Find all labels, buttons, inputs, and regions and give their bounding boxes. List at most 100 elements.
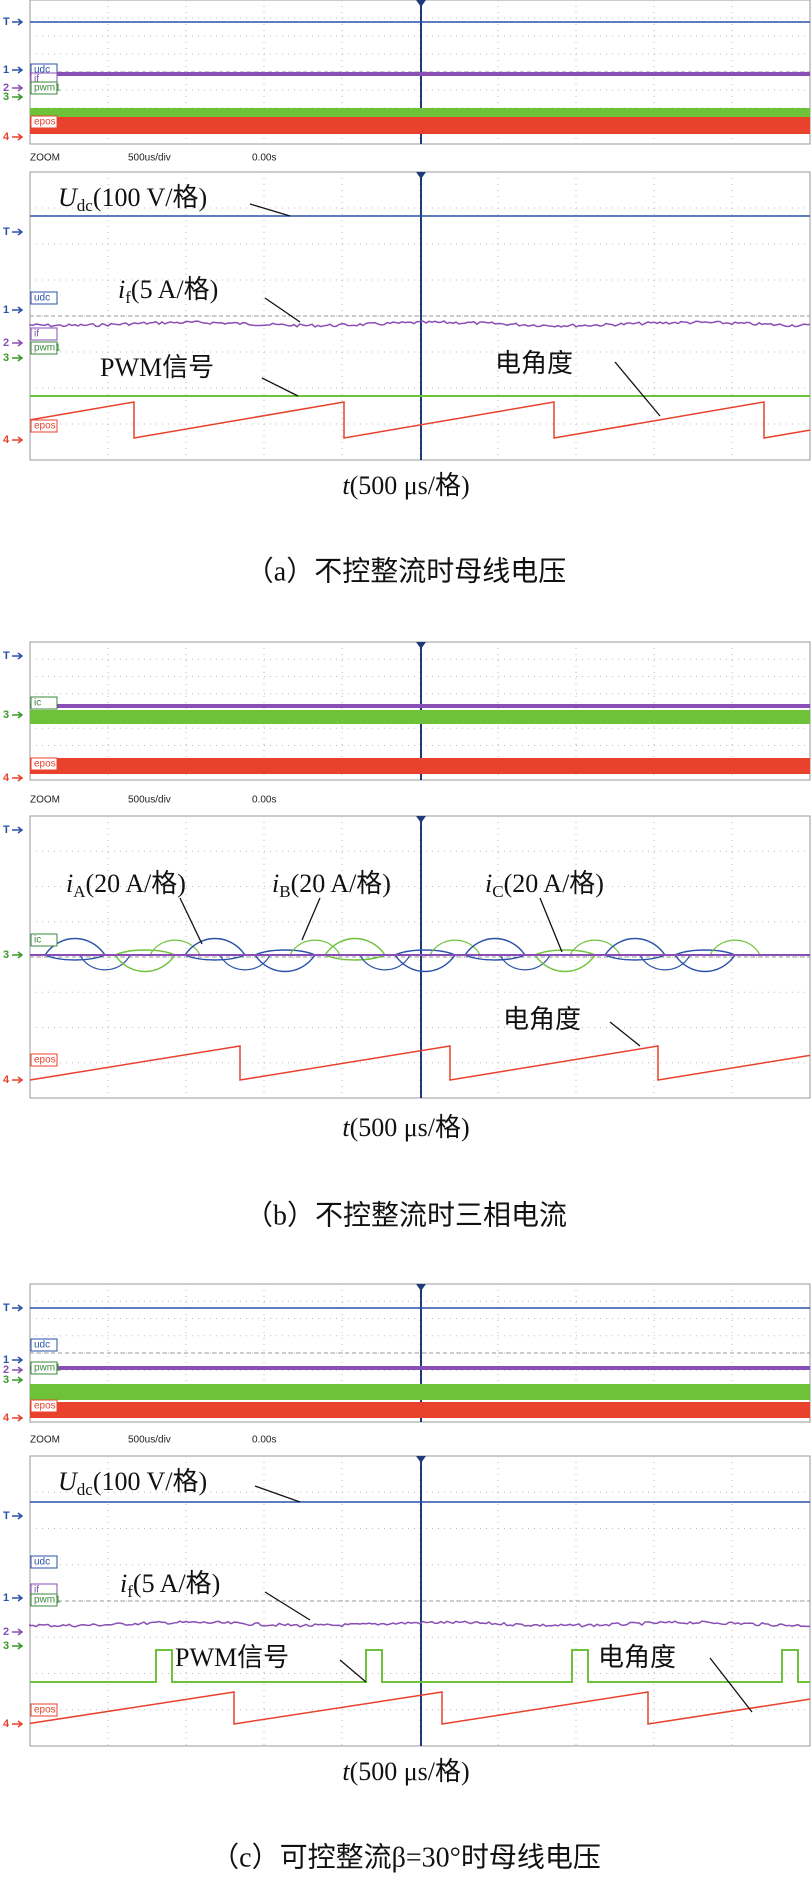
zoom-bar-text: 0.00s [252,153,276,164]
channel-marker: 4 [3,1412,10,1424]
channel-tag: ic [34,698,41,709]
channel-marker: 2 [3,337,9,349]
trace [289,939,341,956]
zoom-bar-text: ZOOM [30,795,60,806]
symbol: t [342,471,350,500]
channel-tag: udc [34,65,50,76]
channel-tag-box [30,341,58,355]
cursor-head [416,816,426,823]
annotation: t(500 μs/格) [342,1113,469,1142]
channel-tag-box [30,419,58,433]
annotation: if(5 A/格) [118,275,218,307]
channel-tag: epos [34,1705,56,1716]
subscript: f [127,1582,133,1601]
annotation: 电角度 [503,1005,581,1034]
marker-arrow [12,826,24,834]
trace [29,1691,811,1725]
channel-tag-box [30,1593,58,1607]
subscript: dc [77,196,94,215]
trace [29,1620,811,1628]
leader-line [301,897,321,941]
zoom-bar-text: 0.00s [252,795,276,806]
channel-tag-box [30,933,58,947]
marker-arrow [12,1414,24,1422]
annotation: if(5 A/格) [120,1569,220,1601]
leader-line [339,1659,367,1683]
channel-marker: 2 [3,1626,9,1638]
annotation: Udc(100 V/格) [58,183,207,215]
channel-marker: T [3,16,10,28]
annotation-text: PWM信号 [175,1643,289,1672]
symbol: U [58,1467,79,1496]
channel-tag: udc [34,1557,50,1568]
symbol: i [485,869,492,898]
annotation-text: (500 μs/格) [350,1757,470,1786]
marker-arrow [12,93,24,101]
subscript: f [125,288,131,307]
channel-tag: epos [34,759,56,770]
annotation-text: 电角度 [598,1643,676,1672]
channel-tag-box [30,1399,58,1413]
channel-marker: 3 [3,949,9,961]
annotation: 电角度 [598,1643,676,1672]
trace [79,954,131,971]
trace [674,949,737,973]
marker-arrow [12,1628,24,1636]
trace [429,939,481,956]
caption: （b）不控整流时三相电流 [245,1199,567,1231]
annotation-text: PWM信号 [100,353,214,382]
marker-arrow [12,1356,24,1364]
channel-tag-box [30,291,58,305]
channel-tag: if [34,74,39,85]
channel-marker: T [3,1302,10,1314]
channel-tag-box [30,1555,58,1569]
channel-marker: 4 [3,1074,10,1086]
annotation: t(500 μs/格) [342,1757,469,1786]
channel-tag-box [30,81,58,95]
channel-marker: 4 [3,772,10,784]
marker-arrow [12,84,24,92]
noise-band [30,1402,810,1418]
annotation: iC(20 A/格) [485,869,604,901]
marker-arrow [12,1720,24,1728]
channel-tag: epos [34,117,56,128]
channel-tag: pwm1 [34,343,61,354]
channel-marker: 1 [3,1354,9,1366]
trace [29,320,811,328]
annotation-text: (5 A/格) [131,275,218,304]
channel-tag-box [30,1361,58,1375]
channel-marker: 2 [3,1364,9,1376]
subscript: dc [77,1480,94,1499]
marker-arrow [12,951,24,959]
cursor-head [416,1456,426,1463]
channel-tag: ic [34,935,41,946]
marker-arrow [12,1512,24,1520]
channel-tag-box [30,757,58,771]
trace [569,939,621,956]
zoom-bar-text: 0.00s [252,1435,276,1446]
channel-tag-box [30,115,58,129]
marker-arrow [12,1376,24,1384]
zoom-bar-text: ZOOM [30,1435,60,1446]
leader-line [249,203,291,217]
marker-arrow [12,18,24,26]
channel-tag-box [30,1053,58,1067]
annotation: iA(20 A/格) [66,869,186,901]
channel-tag: pwm1 [34,83,61,94]
subscript: B [279,882,290,901]
subscript: A [73,882,86,901]
leader-line [539,897,563,953]
noise-band [30,1384,810,1400]
annotation-text: (500 μs/格) [350,1113,470,1142]
channel-marker: 3 [3,91,9,103]
leader-line [261,377,299,397]
trace [114,949,177,973]
trace [30,1649,810,1683]
symbol: i [120,1569,127,1598]
channel-tag: pwm1 [34,1595,61,1606]
annotation: iB(20 A/格) [272,869,391,901]
annotation-text: (500 μs/格) [350,471,470,500]
annotation-text: 电角度 [495,349,573,378]
